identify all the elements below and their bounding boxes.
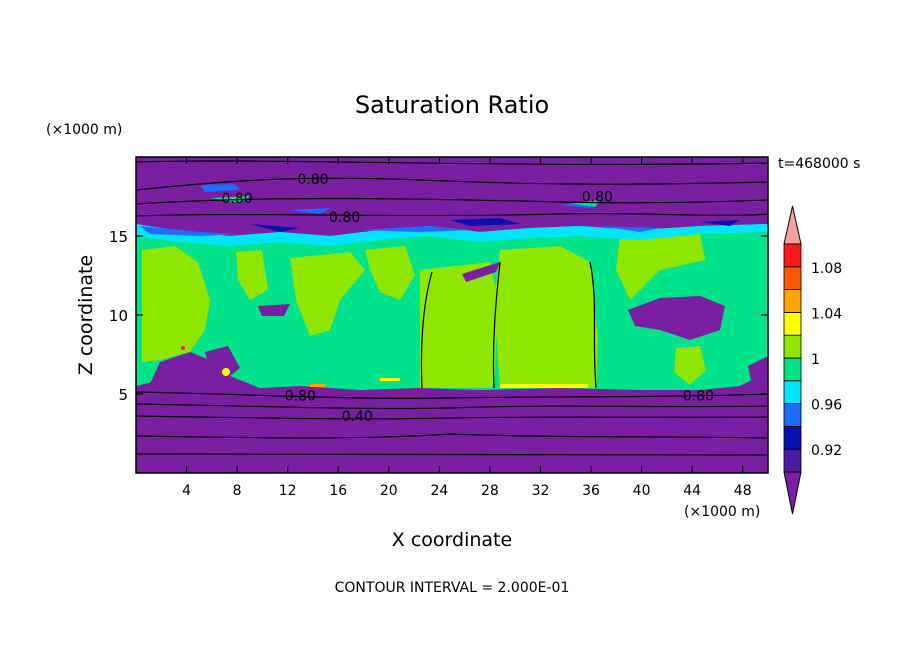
colorbar-swatch (783, 289, 802, 313)
colorbar-arrow-low (783, 471, 802, 515)
x-tick-label: 28 (481, 483, 499, 499)
contour-lines (136, 160, 768, 457)
contour-label: 0.80 (329, 210, 360, 226)
colorbar-label: 1.04 (811, 306, 842, 322)
colorbar: 0.92 0.96 1 1.04 1.08 (783, 205, 842, 515)
contour-label: 0.40 (342, 409, 373, 425)
contour-label: 0.80 (582, 190, 613, 206)
x-tick-label: 48 (734, 483, 752, 499)
x-tick-label: 20 (380, 483, 398, 499)
y-tick-label: 10 (109, 307, 128, 325)
x-tick-label: 12 (279, 483, 297, 499)
contour-interval-note: CONTOUR INTERVAL = 2.000E-01 (335, 580, 570, 596)
colorbar-swatch (783, 403, 802, 427)
colorbar-label: 1.08 (811, 261, 842, 277)
cloud-base-spots (181, 346, 588, 388)
dry-intrusions (150, 262, 768, 392)
contour-label: 0.80 (683, 389, 714, 405)
y-axis-label: Z coordinate (75, 255, 97, 375)
x-tick-label: 24 (430, 483, 448, 499)
x-tick-label: 44 (683, 483, 701, 499)
colorbar-swatch (783, 357, 802, 382)
x-tick-label: 36 (582, 483, 600, 499)
colorbar-label: 0.96 (811, 398, 842, 414)
y-tick-label: 15 (109, 228, 128, 246)
x-tick-label: 40 (633, 483, 651, 499)
x-unit-label: (×1000 m) (684, 504, 760, 520)
upper-cyan-fringe (136, 224, 768, 246)
x-tick-label: 32 (532, 483, 550, 499)
x-tick-label: 4 (182, 483, 191, 499)
y-axis: 5 10 15 (109, 228, 768, 404)
saturation-field (136, 157, 768, 473)
contour-labels: 0.80 0.80 0.80 0.80 0.80 0.80 0.40 (222, 172, 715, 425)
colorbar-swatch (783, 425, 802, 450)
x-tick-label: 8 (233, 483, 242, 499)
dark-blue-streaks (250, 218, 740, 232)
contour-label: 0.80 (222, 191, 253, 207)
colorbar-swatch (783, 243, 802, 268)
x-axis: 4 8 12 16 20 24 28 32 36 40 44 48 (182, 157, 752, 499)
x-tick-label: 16 (329, 483, 347, 499)
contour-label: 0.80 (297, 172, 328, 188)
colorbar-swatch (783, 311, 802, 336)
colorbar-arrow-high (783, 205, 802, 245)
colorbar-label: 1 (811, 352, 820, 368)
colorbar-swatch (783, 266, 802, 290)
colorbar-swatch (783, 448, 802, 473)
contour-label: 0.80 (285, 389, 316, 405)
time-label: t=468000 s (778, 156, 860, 172)
y-tick-label: 5 (118, 386, 128, 404)
supersaturated-patches (142, 232, 706, 388)
colorbar-swatch (783, 334, 802, 359)
y-unit-label: (×1000 m) (46, 122, 122, 138)
colorbar-swatch (783, 380, 802, 404)
x-axis-label: X coordinate (392, 529, 512, 551)
chart-title: Saturation Ratio (355, 91, 549, 119)
colorbar-label: 0.92 (811, 443, 842, 459)
